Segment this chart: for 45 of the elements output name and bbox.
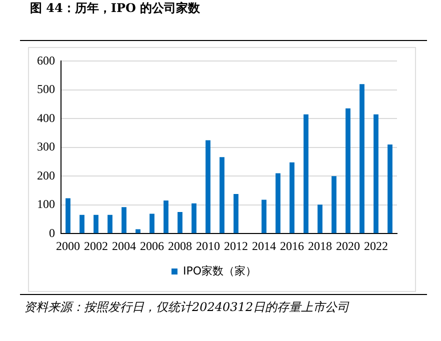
bar bbox=[164, 200, 168, 234]
x-tick-label: 2006 bbox=[140, 238, 164, 253]
bar bbox=[122, 207, 126, 234]
bar bbox=[94, 214, 98, 234]
legend-label: IPO家数（家） bbox=[182, 264, 257, 278]
x-tick-label: 2020 bbox=[336, 238, 360, 253]
x-tick-label: 2022 bbox=[364, 238, 388, 253]
y-tick-label: 600 bbox=[37, 53, 55, 68]
bar bbox=[304, 114, 308, 234]
bar bbox=[374, 114, 378, 234]
y-tick-label: 500 bbox=[37, 82, 55, 96]
bar bbox=[136, 229, 140, 234]
bar bbox=[150, 214, 154, 234]
y-tick-label: 100 bbox=[37, 197, 55, 212]
x-tick-label: 2012 bbox=[224, 238, 248, 253]
x-tick-label: 2002 bbox=[84, 238, 108, 253]
bar bbox=[192, 203, 196, 234]
x-tick-label: 2010 bbox=[196, 238, 220, 253]
y-tick-label: 400 bbox=[37, 110, 55, 125]
bar bbox=[206, 140, 210, 234]
bar bbox=[360, 84, 364, 234]
bar bbox=[80, 214, 84, 234]
bar bbox=[332, 176, 336, 234]
x-tick-label: 2004 bbox=[112, 238, 136, 253]
bar bbox=[276, 173, 280, 234]
bar bbox=[388, 144, 392, 234]
y-tick-label: 0 bbox=[49, 226, 55, 240]
y-tick-label: 300 bbox=[37, 140, 55, 154]
bar bbox=[178, 212, 182, 234]
bar bbox=[220, 157, 224, 234]
x-tick-label: 2000 bbox=[56, 238, 80, 253]
bar bbox=[108, 214, 112, 234]
x-tick-label: 2014 bbox=[252, 238, 276, 253]
y-tick-label: 200 bbox=[37, 168, 55, 182]
bar bbox=[66, 198, 70, 234]
x-tick-label: 2018 bbox=[308, 238, 332, 253]
x-tick-label: 2008 bbox=[168, 238, 192, 253]
bar bbox=[262, 200, 266, 234]
bar bbox=[346, 108, 350, 234]
bar bbox=[234, 194, 238, 234]
bar bbox=[290, 162, 294, 234]
x-tick-label: 2016 bbox=[280, 238, 304, 253]
bar bbox=[318, 204, 322, 234]
chart-title: 图 44：历年，IPO 的公司家数 bbox=[30, 0, 200, 17]
text: 资料来源：按照发行日，仅统计20240312日的存量上市公司 bbox=[24, 299, 350, 316]
